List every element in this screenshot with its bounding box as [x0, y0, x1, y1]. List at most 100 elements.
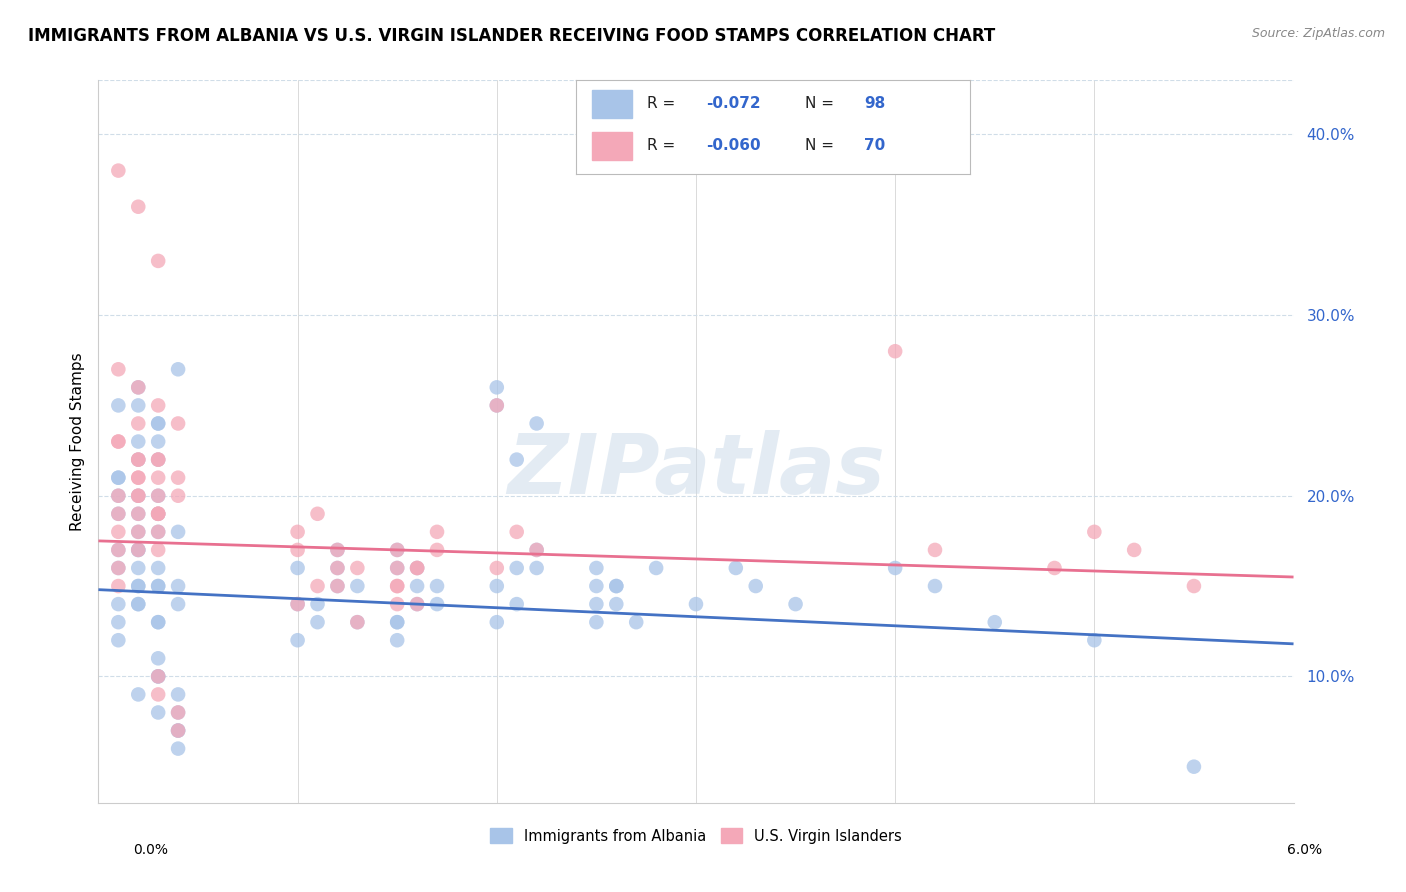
Point — [148, 253, 170, 268]
Point — [385, 615, 409, 630]
Point — [127, 542, 149, 557]
Point — [346, 579, 368, 593]
Point — [107, 471, 129, 485]
Point — [127, 452, 149, 467]
Point — [167, 362, 190, 376]
Point — [127, 524, 149, 539]
Point — [107, 362, 129, 376]
Point — [127, 489, 149, 503]
Point — [127, 434, 149, 449]
Point — [385, 597, 409, 611]
Point — [526, 542, 548, 557]
Text: R =: R = — [647, 96, 681, 112]
Point — [724, 561, 747, 575]
Point — [346, 561, 368, 575]
Point — [148, 651, 170, 665]
Point — [385, 633, 409, 648]
Point — [406, 561, 429, 575]
Point — [148, 524, 170, 539]
Point — [287, 633, 309, 648]
Point — [605, 579, 627, 593]
Point — [385, 615, 409, 630]
Point — [148, 434, 170, 449]
Point — [127, 417, 149, 431]
Text: -0.060: -0.060 — [706, 138, 761, 153]
Text: 70: 70 — [863, 138, 886, 153]
Point — [167, 706, 190, 720]
Text: -0.072: -0.072 — [706, 96, 761, 112]
Point — [148, 615, 170, 630]
Point — [526, 417, 548, 431]
Point — [685, 597, 707, 611]
Point — [127, 471, 149, 485]
Point — [107, 489, 129, 503]
Point — [167, 741, 190, 756]
Point — [406, 561, 429, 575]
Point — [1043, 561, 1066, 575]
Point — [148, 561, 170, 575]
Point — [148, 417, 170, 431]
Point — [167, 471, 190, 485]
Text: 0.0%: 0.0% — [134, 843, 169, 857]
Point — [326, 561, 349, 575]
Point — [148, 452, 170, 467]
Point — [526, 542, 548, 557]
Point — [167, 524, 190, 539]
Point — [107, 163, 129, 178]
Point — [127, 597, 149, 611]
Point — [485, 398, 508, 412]
Point — [1123, 542, 1146, 557]
Point — [406, 561, 429, 575]
Point — [287, 561, 309, 575]
Point — [148, 542, 170, 557]
Point — [307, 597, 329, 611]
Point — [167, 687, 190, 701]
Text: Source: ZipAtlas.com: Source: ZipAtlas.com — [1251, 27, 1385, 40]
Point — [167, 579, 190, 593]
Text: ZIPatlas: ZIPatlas — [508, 430, 884, 511]
Point — [127, 524, 149, 539]
Point — [485, 561, 508, 575]
Point — [148, 615, 170, 630]
Text: 98: 98 — [863, 96, 886, 112]
Point — [167, 723, 190, 738]
Point — [385, 579, 409, 593]
Point — [127, 507, 149, 521]
Text: N =: N = — [804, 96, 838, 112]
Point — [148, 507, 170, 521]
Point — [1083, 524, 1105, 539]
Point — [307, 507, 329, 521]
Point — [148, 489, 170, 503]
Point — [426, 524, 449, 539]
Point — [167, 706, 190, 720]
Point — [385, 561, 409, 575]
Text: 6.0%: 6.0% — [1286, 843, 1322, 857]
Point — [485, 615, 508, 630]
Point — [485, 380, 508, 394]
Point — [127, 687, 149, 701]
Point — [148, 669, 170, 683]
Point — [626, 615, 648, 630]
Point — [287, 597, 309, 611]
Point — [127, 489, 149, 503]
Point — [167, 723, 190, 738]
Point — [426, 597, 449, 611]
Point — [148, 669, 170, 683]
Point — [148, 706, 170, 720]
Point — [167, 597, 190, 611]
Point — [326, 542, 349, 557]
Point — [605, 597, 627, 611]
Point — [107, 507, 129, 521]
Point — [107, 542, 129, 557]
Point — [346, 615, 368, 630]
Bar — [592, 132, 631, 160]
Point — [984, 615, 1007, 630]
Point — [107, 561, 129, 575]
Point — [148, 579, 170, 593]
Point — [585, 615, 607, 630]
Point — [287, 542, 309, 557]
Bar — [592, 89, 631, 118]
Point — [148, 489, 170, 503]
Point — [385, 542, 409, 557]
Point — [287, 524, 309, 539]
